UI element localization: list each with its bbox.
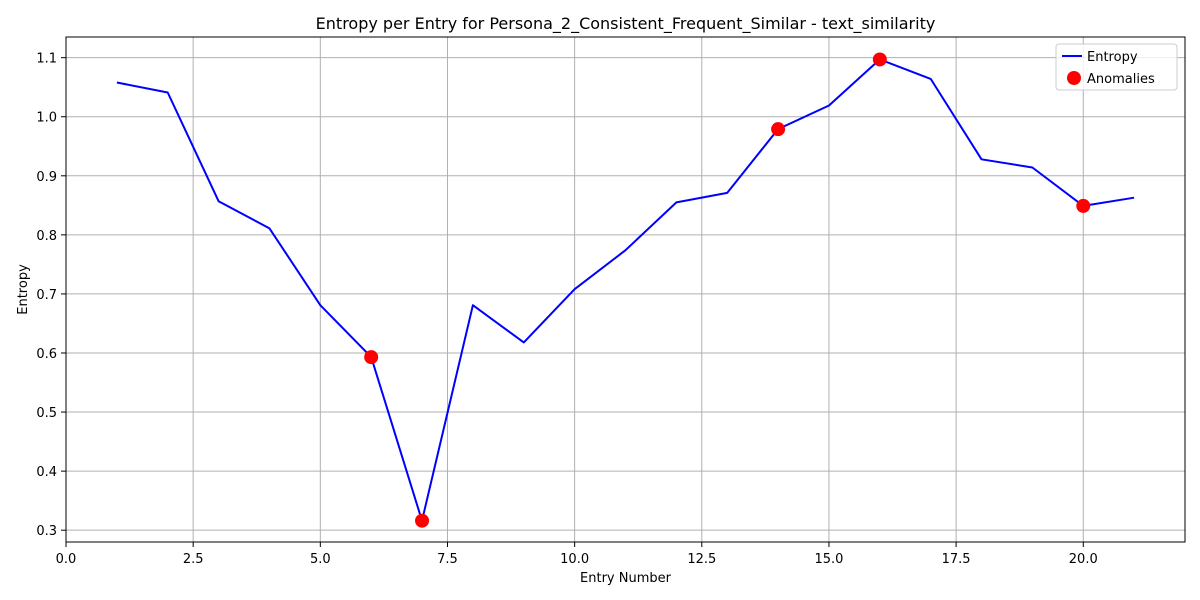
y-tick-label: 0.7 xyxy=(36,288,57,303)
chart-title: Entropy per Entry for Persona_2_Consiste… xyxy=(316,14,936,34)
y-tick-label: 0.5 xyxy=(36,406,57,421)
y-tick-label: 0.6 xyxy=(36,347,57,362)
x-axis-ticks: 0.0 2.5 5.0 7.5 10.0 12.5 15.0 17.5 20.0 xyxy=(56,542,1098,567)
y-tick-label: 0.9 xyxy=(36,170,57,185)
x-tick-label: 12.5 xyxy=(687,552,716,567)
anomaly-point xyxy=(364,350,379,365)
grid xyxy=(65,37,1185,542)
legend-frame xyxy=(1055,43,1178,91)
x-tick-label: 17.5 xyxy=(942,552,971,567)
x-tick-label: 5.0 xyxy=(310,552,331,567)
x-axis-title: Entry Number xyxy=(580,571,672,586)
legend-anomalies-label: Anomalies xyxy=(1087,72,1155,87)
anomaly-point xyxy=(1076,198,1091,213)
y-tick-label: 0.4 xyxy=(36,465,57,480)
legend-entropy-label: Entropy xyxy=(1087,50,1138,65)
x-tick-label: 20.0 xyxy=(1069,552,1098,567)
y-tick-label: 0.8 xyxy=(36,229,57,244)
anomaly-point xyxy=(771,122,786,137)
legend-anomalies-swatch xyxy=(1067,71,1081,85)
entropy-line xyxy=(116,58,1135,522)
plot-series xyxy=(116,52,1135,528)
y-tick-label: 0.3 xyxy=(36,524,57,539)
legend: Entropy Anomalies xyxy=(1055,43,1178,91)
x-tick-label: 0.0 xyxy=(56,552,77,567)
x-tick-label: 2.5 xyxy=(183,552,204,567)
x-tick-label: 10.0 xyxy=(560,552,589,567)
y-tick-label: 1.1 xyxy=(36,52,57,67)
y-axis-ticks: 0.3 0.4 0.5 0.6 0.7 0.8 0.9 1.0 1.1 xyxy=(36,52,66,539)
y-axis-title: Entropy xyxy=(16,264,31,315)
anomaly-point xyxy=(415,513,430,528)
y-tick-label: 1.0 xyxy=(36,111,57,126)
x-tick-label: 15.0 xyxy=(814,552,843,567)
anomaly-point xyxy=(872,52,887,67)
plot-frame xyxy=(65,36,1186,543)
x-tick-label: 7.5 xyxy=(437,552,458,567)
